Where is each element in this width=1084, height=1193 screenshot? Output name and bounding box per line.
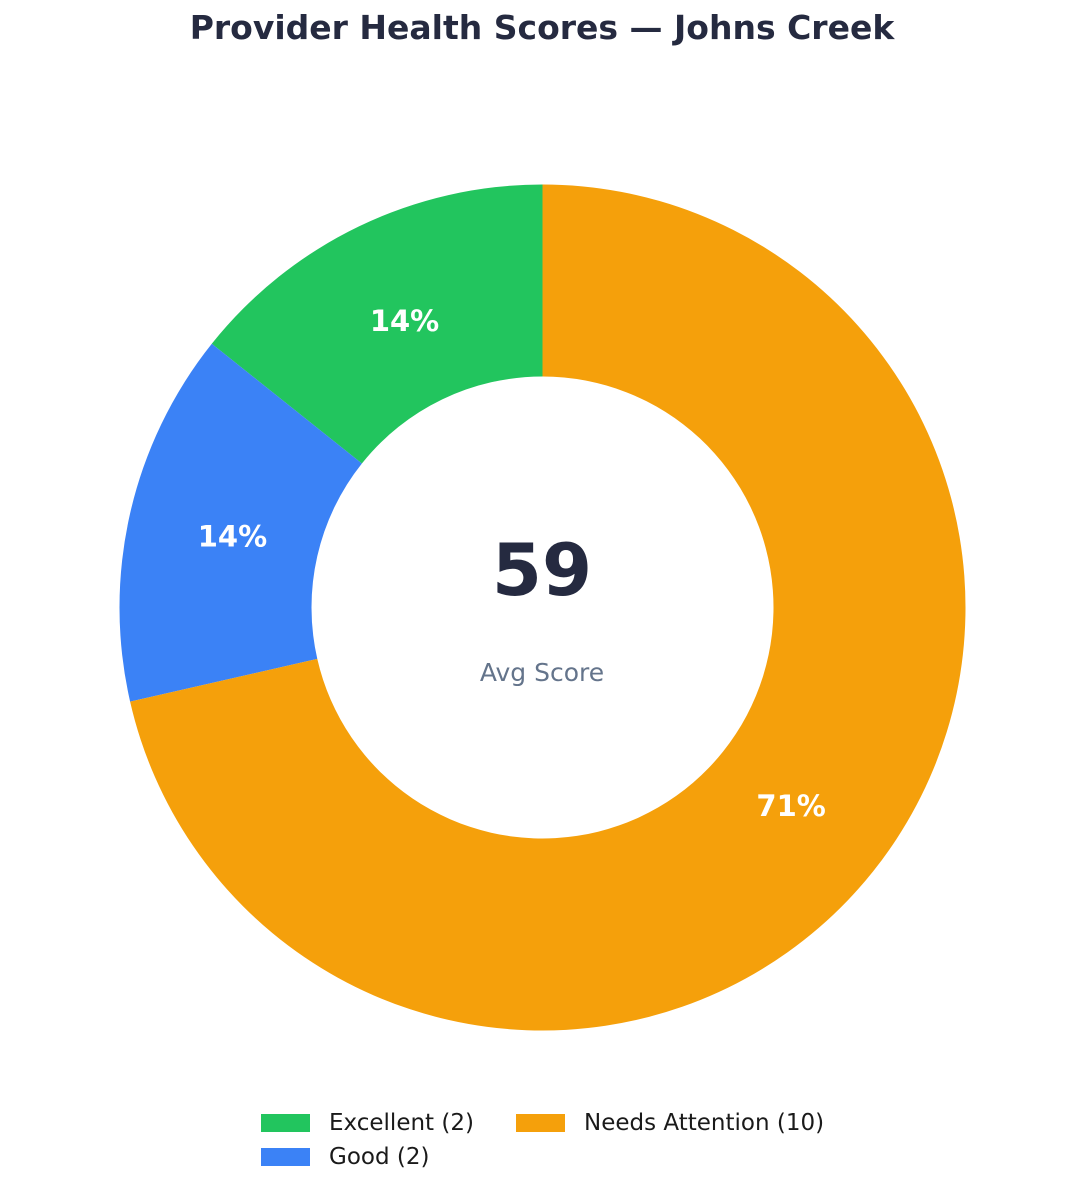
donut-segment-needs-attention bbox=[130, 184, 966, 1031]
legend-item-excellent: Excellent (2) bbox=[261, 1109, 474, 1137]
chart-title: Provider Health Scores — Johns Creek bbox=[189, 8, 895, 47]
donut-segment-excellent bbox=[211, 184, 543, 464]
legend-item-needs-attention: Needs Attention (10) bbox=[516, 1109, 824, 1137]
legend-swatch-excellent bbox=[261, 1114, 310, 1132]
legend-label-needs-attention: Needs Attention (10) bbox=[584, 1110, 825, 1136]
percent-label-excellent: 14% bbox=[370, 304, 439, 338]
legend-item-good: Good (2) bbox=[261, 1143, 429, 1171]
center-label: Avg Score bbox=[479, 658, 605, 687]
legend-swatch-needs-attention bbox=[516, 1114, 565, 1132]
legend-label-excellent: Excellent (2) bbox=[329, 1110, 474, 1136]
percent-label-good: 14% bbox=[198, 520, 267, 554]
donut-segment-good bbox=[119, 343, 362, 702]
donut-chart: 14% 14% 71% bbox=[119, 184, 966, 1031]
legend-label-good: Good (2) bbox=[329, 1144, 430, 1170]
legend-swatch-good bbox=[261, 1148, 310, 1166]
percent-label-needs-attention: 71% bbox=[756, 789, 825, 823]
center-value: 59 bbox=[491, 528, 593, 612]
